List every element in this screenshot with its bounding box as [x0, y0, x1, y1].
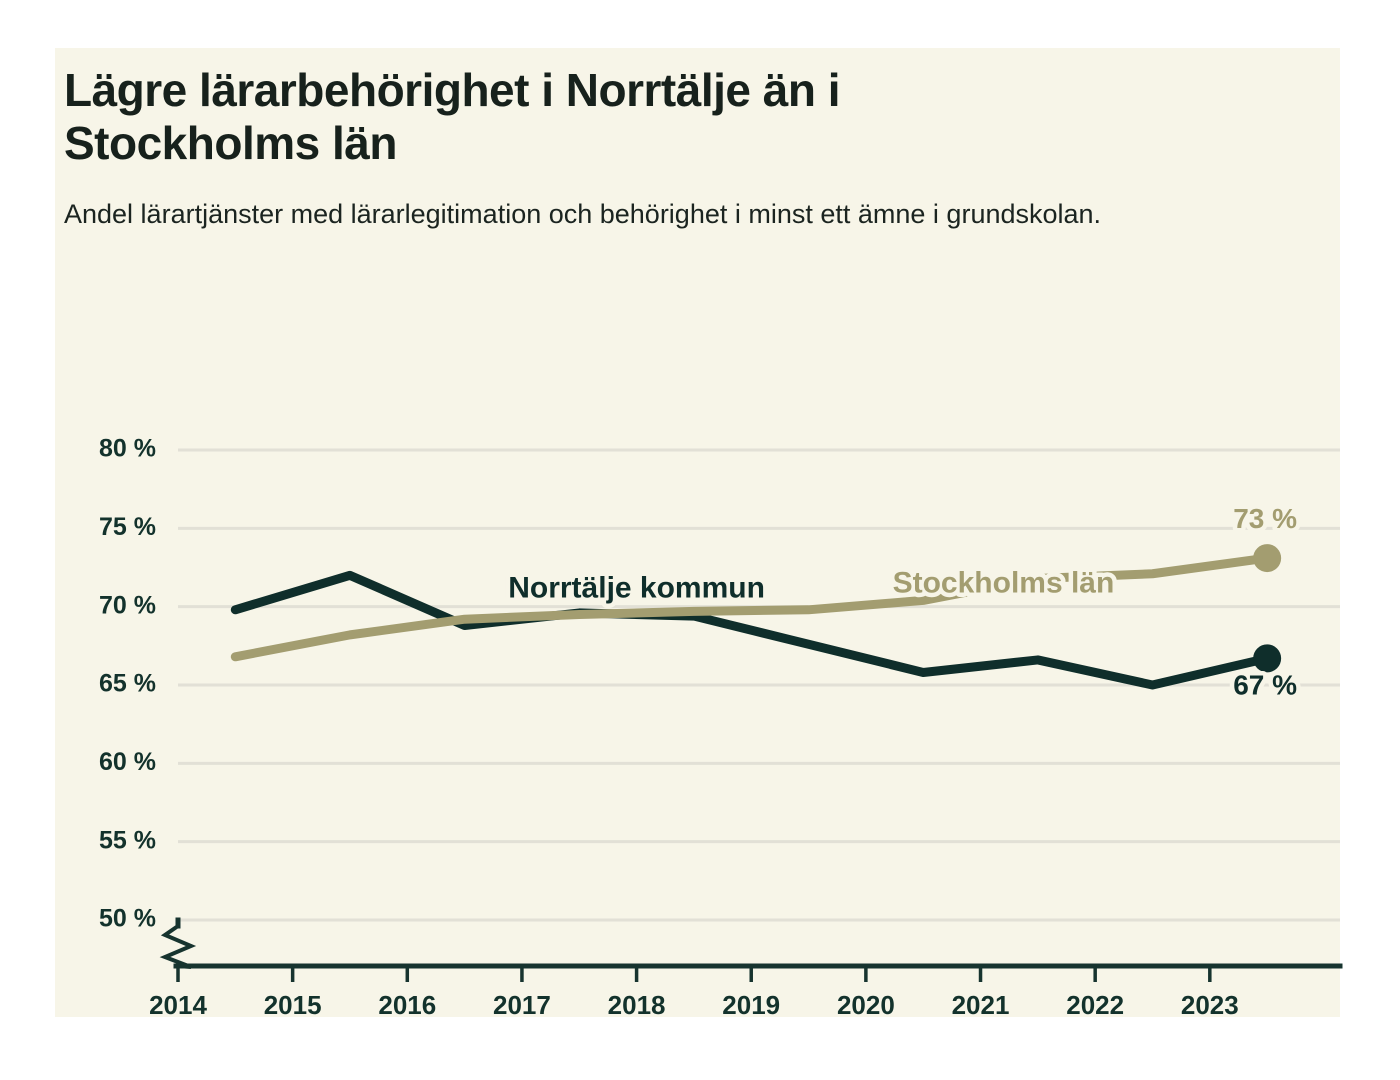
line-chart: 50 % 55 % 60 % 65 % 70 % 75 % 80 % Norrtälje k… [99, 435, 1343, 1020]
series-inline-label: Stockholms län [893, 567, 1115, 600]
series-line [230, 570, 1272, 690]
x-axis-tick-label: 2018 [608, 990, 666, 1020]
endpoint-value-label: 67 % [1233, 669, 1297, 700]
x-axis-tick-label: 2021 [952, 990, 1010, 1020]
chart-subtitle: Andel lärartjänster med lärarlegitimatio… [64, 198, 1102, 229]
y-axis-tick-label: 65 % [99, 670, 156, 698]
x-axis-tick-label: 2019 [722, 990, 780, 1020]
x-axis-tick-label: 2014 [149, 990, 207, 1020]
y-axis-tick-label: 55 % [99, 826, 156, 854]
page-title: Lägre lärarbehörighet i Norrtälje än i S… [64, 64, 840, 170]
y-axis-tick-label: 70 % [99, 591, 156, 619]
y-axis-tick-label: 60 % [99, 748, 156, 776]
chart-header: Lägre lärarbehörighet i Norrtälje än i S… [64, 64, 1329, 233]
x-axis-tick-label: 2022 [1066, 990, 1124, 1020]
chart-panel: Lägre lärarbehörighet i Norrtälje än i S… [55, 48, 1343, 1020]
y-axis-tick-label: 50 % [99, 905, 156, 933]
x-axis-tick-label: 2015 [264, 990, 322, 1020]
series-inline-label: Norrtälje kommun [508, 571, 765, 604]
series-line [230, 553, 1272, 662]
x-axis-group [159, 917, 1343, 982]
series-endpoint-markers-group [1253, 544, 1282, 673]
x-axis-tick-label: 2016 [378, 990, 436, 1020]
x-axis-tick-label: 2020 [837, 990, 895, 1020]
series-inline-labels-group: Norrtälje kommun Stockholms län [504, 562, 1119, 609]
x-axis-labels-group: 2014 2015 2016 2017 2018 2019 2020 2021 2022 2023 [149, 990, 1239, 1020]
y-axis-tick-label: 80 % [99, 435, 156, 463]
endpoint-value-labels-group: 73 % 67 % [1229, 499, 1302, 705]
series-lines-group [230, 553, 1272, 690]
series-endpoint-marker [1253, 544, 1282, 573]
endpoint-value-label: 73 % [1233, 503, 1297, 534]
y-axis-labels-group: 50 % 55 % 60 % 65 % 70 % 75 % 80 % [99, 435, 156, 933]
chart-plot-area: 50 % 55 % 60 % 65 % 70 % 75 % 80 % Norrtälje k… [55, 378, 1343, 1020]
y-axis-tick-label: 75 % [99, 513, 156, 541]
x-axis-tick-label: 2017 [493, 990, 551, 1020]
series-endpoint-marker [1253, 644, 1282, 673]
axis-break-icon [159, 924, 197, 969]
x-axis-tick-label: 2023 [1181, 990, 1239, 1020]
